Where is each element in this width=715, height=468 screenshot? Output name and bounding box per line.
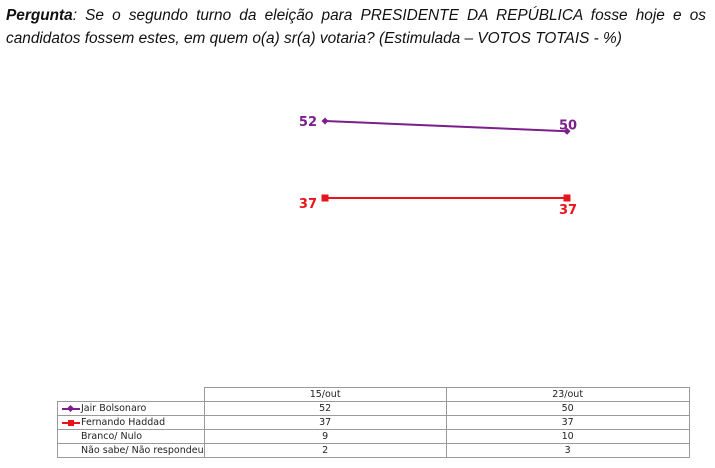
series-point-marker bbox=[321, 194, 329, 202]
table-value-cell: 9 bbox=[203, 429, 447, 444]
table-row: Jair Bolsonaro 52 50 bbox=[57, 401, 690, 416]
table-header-cell: 23/out bbox=[445, 387, 690, 402]
table-header-cell: 15/out bbox=[203, 387, 447, 402]
series-point-marker bbox=[321, 117, 329, 125]
table-value-cell: 3 bbox=[445, 443, 690, 458]
question-label: Pergunta bbox=[6, 7, 73, 24]
legend-swatch-icon bbox=[62, 405, 80, 413]
data-label: 52 bbox=[299, 115, 317, 130]
table-value-cell: 52 bbox=[203, 401, 447, 416]
table-value-cell: 37 bbox=[203, 415, 447, 430]
table-row-label: Não sabe/ Não respondeu bbox=[57, 443, 205, 458]
table-value-cell: 2 bbox=[203, 443, 447, 458]
series-name: Jair Bolsonaro bbox=[81, 403, 147, 414]
table-value-cell: 50 bbox=[445, 401, 690, 416]
legend-swatch-icon bbox=[62, 419, 80, 427]
data-label: 37 bbox=[559, 203, 577, 218]
data-label: 50 bbox=[559, 118, 577, 133]
line-chart: 52 50 37 37 bbox=[299, 115, 577, 218]
table-row-label: Fernando Haddad bbox=[57, 415, 205, 430]
table-row: Fernando Haddad 37 37 bbox=[57, 415, 690, 430]
question-text: Pergunta: Se o segundo turno da eleição … bbox=[6, 4, 706, 50]
table-row-label: Branco/ Nulo bbox=[57, 429, 205, 444]
data-table: 15/out 23/out Jair Bolsonaro 52 50 Fernando… bbox=[57, 387, 690, 458]
data-label: 37 bbox=[299, 197, 317, 212]
table-value-cell: 10 bbox=[445, 429, 690, 444]
table-row: Branco/ Nulo 9 10 bbox=[57, 429, 690, 444]
question-body: : Se o segundo turno da eleição para PRE… bbox=[6, 7, 706, 47]
series-name: Branco/ Nulo bbox=[81, 431, 143, 442]
series-point-marker bbox=[563, 127, 571, 135]
series-name: Não sabe/ Não respondeu bbox=[81, 445, 204, 456]
table-row: Não sabe/ Não respondeu 2 3 bbox=[57, 443, 690, 458]
series-name: Fernando Haddad bbox=[81, 417, 166, 428]
series-line-0 bbox=[324, 120, 568, 133]
table-value-cell: 37 bbox=[445, 415, 690, 430]
table-row-label: Jair Bolsonaro bbox=[57, 401, 205, 416]
table-header-row: 15/out 23/out bbox=[57, 387, 690, 402]
series-point-marker bbox=[563, 194, 571, 202]
table-corner-cell bbox=[57, 387, 205, 402]
